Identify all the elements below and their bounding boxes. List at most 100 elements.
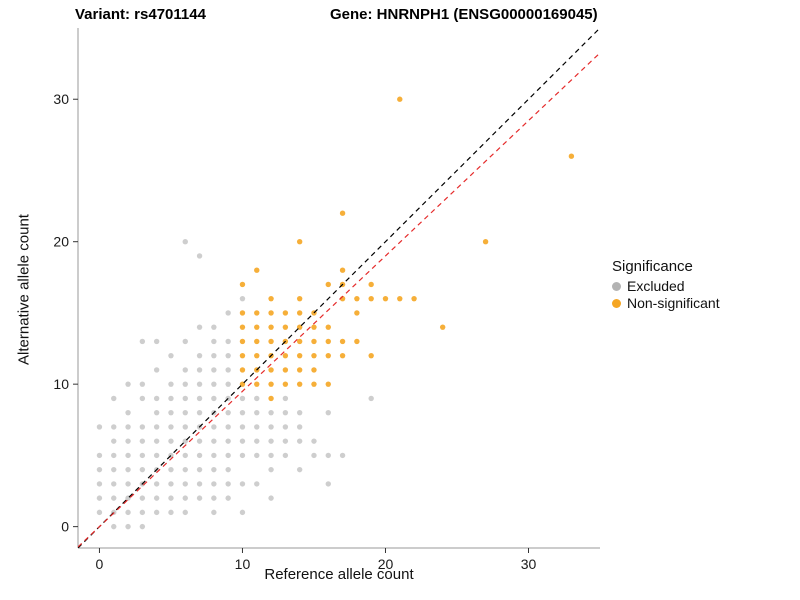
data-point-excluded <box>211 438 217 444</box>
data-point-excluded <box>111 438 117 444</box>
data-point-non-significant <box>296 295 303 302</box>
data-point-excluded <box>96 509 103 516</box>
data-point-excluded <box>254 452 260 459</box>
data-point-excluded <box>268 409 274 416</box>
data-point-excluded <box>96 452 103 459</box>
data-point-excluded <box>182 367 188 373</box>
data-point-excluded <box>168 466 174 473</box>
y-tick-label: 10 <box>53 376 69 392</box>
y-tick-label: 0 <box>61 519 69 535</box>
data-point-excluded <box>111 481 117 487</box>
data-point-excluded <box>196 466 203 473</box>
identity-line <box>78 28 600 548</box>
data-point-non-significant <box>339 210 346 216</box>
data-point-excluded <box>239 438 246 444</box>
data-point-non-significant <box>368 281 374 288</box>
variant-title: Variant: rs4701144 <box>75 6 206 23</box>
data-point-excluded <box>239 424 246 430</box>
data-point-excluded <box>196 452 203 459</box>
data-point-excluded <box>125 466 131 473</box>
data-point-excluded <box>153 509 160 516</box>
data-point-non-significant <box>296 381 303 387</box>
data-point-excluded <box>239 452 246 459</box>
data-point-excluded <box>125 409 131 416</box>
data-point-excluded <box>225 352 231 359</box>
data-point-excluded <box>125 381 131 387</box>
data-point-excluded <box>111 523 117 530</box>
data-point-excluded <box>311 452 317 459</box>
data-point-non-significant <box>296 310 303 316</box>
data-point-excluded <box>282 409 289 416</box>
data-point-excluded <box>111 424 117 430</box>
data-point-non-significant <box>239 324 246 330</box>
data-point-non-significant <box>368 352 374 359</box>
data-point-excluded <box>111 395 117 402</box>
data-point-non-significant <box>311 381 317 387</box>
legend-item-excluded: Excluded <box>612 278 720 294</box>
data-point-excluded <box>268 495 274 501</box>
data-point-excluded <box>282 438 289 444</box>
data-point-excluded <box>96 466 103 473</box>
data-point-excluded <box>225 466 231 473</box>
data-point-non-significant <box>397 96 403 102</box>
data-point-non-significant <box>254 324 260 330</box>
data-point-excluded <box>139 452 146 459</box>
data-point-excluded <box>225 495 231 501</box>
data-point-excluded <box>96 424 103 430</box>
data-point-excluded <box>111 495 117 501</box>
data-point-excluded <box>182 509 188 516</box>
y-tick-label: 30 <box>53 91 69 107</box>
data-point-excluded <box>139 381 146 387</box>
data-point-excluded <box>254 481 260 487</box>
data-point-excluded <box>182 424 188 430</box>
data-point-non-significant <box>296 338 303 345</box>
data-point-excluded <box>225 367 231 373</box>
data-point-non-significant <box>354 338 360 345</box>
data-point-excluded <box>239 395 246 402</box>
data-point-non-significant <box>411 295 417 302</box>
data-point-excluded <box>254 409 260 416</box>
legend-item-label: Non-significant <box>627 295 720 311</box>
data-point-excluded <box>182 409 188 416</box>
x-tick-label: 10 <box>235 556 251 572</box>
data-point-excluded <box>339 452 346 459</box>
data-point-non-significant <box>268 338 274 345</box>
data-point-non-significant <box>354 310 360 316</box>
data-point-excluded <box>225 409 231 416</box>
gene-title: Gene: HNRNPH1 (ENSG00000169045) <box>330 6 598 23</box>
data-point-excluded <box>211 381 217 387</box>
data-point-excluded <box>268 424 274 430</box>
data-point-non-significant <box>254 338 260 345</box>
data-point-excluded <box>125 509 131 516</box>
legend: Significance Excluded Non-significant <box>612 258 720 312</box>
data-point-non-significant <box>239 352 246 359</box>
data-point-excluded <box>325 481 331 487</box>
data-point-non-significant <box>311 324 317 330</box>
data-point-excluded <box>139 509 146 516</box>
data-point-excluded <box>168 381 174 387</box>
data-point-non-significant <box>397 295 403 302</box>
data-point-excluded <box>225 452 231 459</box>
x-tick-label: 30 <box>521 556 537 572</box>
data-point-non-significant <box>254 310 260 316</box>
data-point-excluded <box>139 338 146 345</box>
data-point-excluded <box>153 452 160 459</box>
data-point-excluded <box>211 395 217 402</box>
data-point-non-significant <box>268 381 274 387</box>
fit-line <box>78 52 600 548</box>
data-point-excluded <box>225 381 231 387</box>
data-point-excluded <box>168 352 174 359</box>
data-point-excluded <box>268 452 274 459</box>
data-point-excluded <box>196 395 203 402</box>
data-point-excluded <box>168 481 174 487</box>
data-point-excluded <box>296 466 303 473</box>
data-point-non-significant <box>268 310 274 316</box>
data-point-non-significant <box>311 338 317 345</box>
data-point-non-significant <box>282 352 289 359</box>
data-point-excluded <box>125 424 131 430</box>
data-point-excluded <box>196 381 203 387</box>
data-point-excluded <box>325 409 331 416</box>
data-point-non-significant <box>568 153 575 159</box>
data-point-non-significant <box>311 367 317 373</box>
data-point-non-significant <box>339 338 346 345</box>
